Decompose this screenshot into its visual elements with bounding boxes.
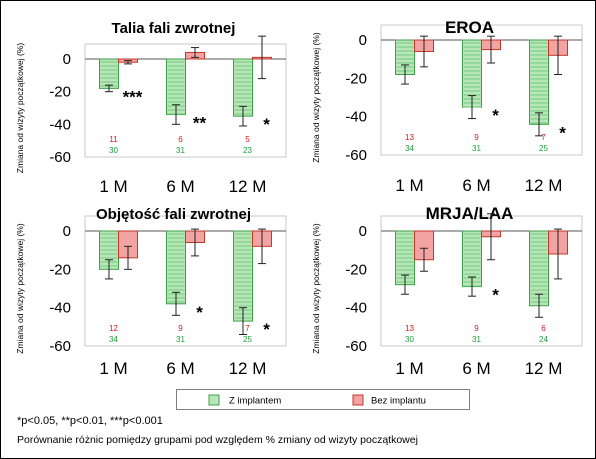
y-tick-label: -60 [49,149,71,166]
legend-graphic: Z implantem Bez implantu [208,394,426,407]
significance-marker: ** [193,114,207,133]
category-label: 6 M [166,177,194,196]
category-label: 1 M [99,177,127,196]
legend-swatch-without-implant [352,394,364,406]
count-label-with-implant: 34 [109,335,118,344]
count-label-with-implant: 31 [472,335,481,344]
y-tick-label: -40 [49,300,71,317]
significance-footnote: *p<0.05, **p<0.01, ***p<0.001 [17,415,163,427]
count-label-with-implant: 34 [405,144,414,153]
y-tick-label: -20 [345,261,367,278]
significance-marker: * [559,123,566,142]
significance-marker: * [492,106,499,125]
chart-title: Talia fali zwrotnej [112,20,236,37]
legend-swatch-with-implant [208,394,220,406]
y-tick-label: -60 [345,147,367,164]
y-axis-label: Zmiana od wizyty początkowej (%) [15,43,25,174]
count-label-without-implant: 6 [178,135,183,144]
legend: Z implantem Bez implantu [176,389,470,410]
count-label-without-implant: 7 [245,324,250,333]
legend-label-with-implant: Z implantem [229,396,281,407]
category-label: 6 M [166,359,194,378]
y-tick-label: -20 [345,70,367,87]
significance-marker: * [492,286,499,305]
count-label-with-implant: 31 [472,144,481,153]
y-axis-label: Zmiana od wizyty początkowej (%) [311,32,321,163]
y-axis-label: Zmiana od wizyty początkowej (%) [311,223,321,354]
count-label-with-implant: 31 [176,146,185,155]
legend-label-without-implant: Bez implantu [371,396,426,407]
significance-marker: * [263,115,270,134]
y-tick-label: -60 [345,338,367,355]
count-label-without-implant: 5 [245,135,250,144]
category-label: 6 M [462,176,490,195]
chart-title: EROA [445,18,494,37]
y-tick-label: 0 [359,32,367,49]
bar-with-implant [529,39,549,125]
count-label-without-implant: 6 [541,324,546,333]
y-tick-label: 0 [63,223,71,240]
count-label-without-implant: 9 [474,133,479,142]
y-tick-label: -40 [49,116,71,133]
category-label: 1 M [395,359,423,378]
chart-title: MRJA/LAA [426,204,514,223]
count-label-without-implant: 9 [474,324,479,333]
y-tick-label: -20 [49,261,71,278]
category-label: 12 M [229,177,267,196]
category-label: 12 M [229,359,267,378]
significance-marker: * [196,303,203,322]
count-label-without-implant: 9 [178,324,183,333]
charts-area: Talia fali zwrotnej Zmiana od wizyty pocz… [15,18,583,378]
category-label: 6 M [462,359,490,378]
chart-panel-3: Objętość fali zwrotnej Zmiana od wizyty p… [15,206,287,378]
y-tick-label: -20 [49,84,71,101]
y-axis-label: Zmiana od wizyty początkowej (%) [15,223,25,354]
significance-marker: *** [123,87,143,106]
count-label-with-implant: 30 [405,335,414,344]
count-label-without-implant: 12 [109,324,118,333]
y-tick-label: -40 [345,300,367,317]
comparison-note: Porównanie różnic pomiędzy grupami pod w… [17,434,418,446]
count-label-with-implant: 25 [539,144,548,153]
category-label: 12 M [525,359,563,378]
count-label-with-implant: 24 [539,335,548,344]
count-label-with-implant: 30 [109,146,118,155]
y-tick-label: -40 [345,109,367,126]
category-label: 1 M [99,359,127,378]
count-label-with-implant: 25 [243,335,252,344]
y-tick-label: 0 [63,51,71,68]
chart-panel-1: Talia fali zwrotnej Zmiana od wizyty pocz… [15,20,287,196]
significance-marker: * [263,320,270,339]
count-label-with-implant: 23 [243,146,252,155]
chart-title: Objętość fali zwrotnej [96,206,251,223]
y-tick-label: -60 [49,338,71,355]
count-label-without-implant: 7 [541,133,546,142]
count-label-with-implant: 31 [176,335,185,344]
category-label: 1 M [395,176,423,195]
count-label-without-implant: 13 [405,133,414,142]
count-label-without-implant: 11 [109,135,118,144]
chart-panel-2: EROA Zmiana od wizyty początkowej (%) 0 -20… [311,18,583,195]
chart-panel-4: MRJA/LAA Zmiana od wizyty początkowej (%)… [311,204,583,378]
y-tick-label: 0 [359,223,367,240]
category-label: 12 M [525,176,563,195]
count-label-without-implant: 13 [405,324,414,333]
